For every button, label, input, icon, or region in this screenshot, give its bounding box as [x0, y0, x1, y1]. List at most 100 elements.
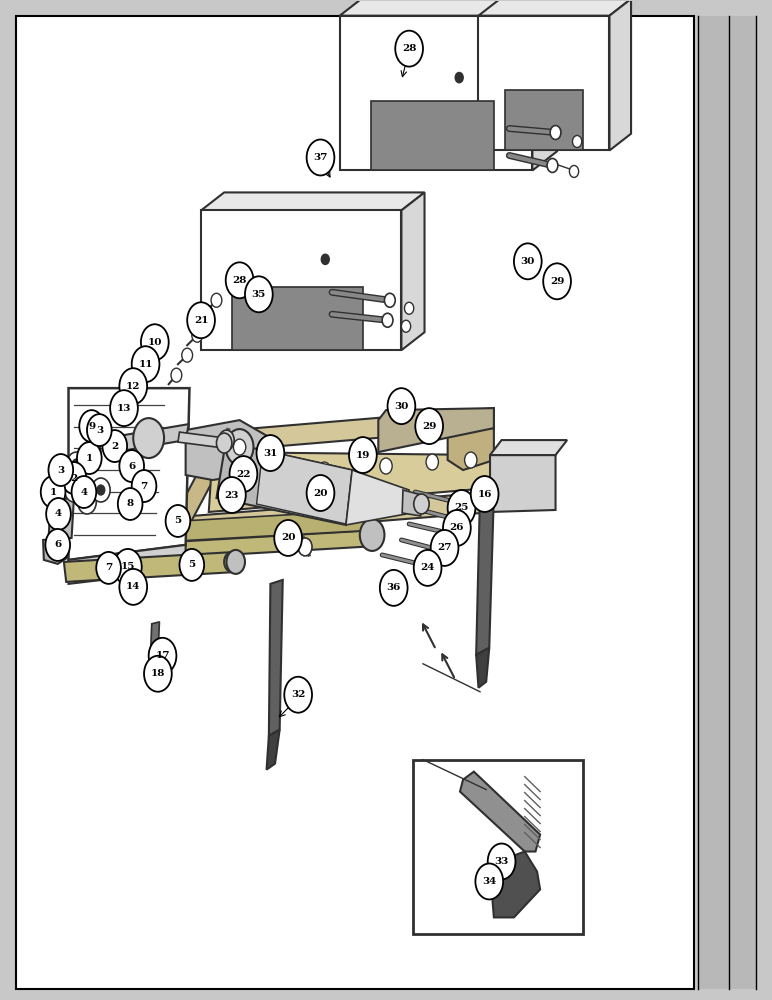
- Circle shape: [41, 476, 66, 508]
- Text: 6: 6: [54, 540, 61, 549]
- Circle shape: [380, 458, 392, 474]
- Text: 20: 20: [313, 489, 328, 498]
- Circle shape: [77, 442, 102, 474]
- Polygon shape: [533, 0, 557, 170]
- Polygon shape: [266, 730, 279, 770]
- Text: 29: 29: [422, 422, 436, 431]
- Text: 3: 3: [96, 426, 103, 435]
- Circle shape: [547, 158, 558, 172]
- Polygon shape: [201, 210, 401, 350]
- Circle shape: [401, 320, 411, 332]
- Polygon shape: [167, 452, 228, 532]
- Circle shape: [476, 863, 503, 899]
- Polygon shape: [97, 510, 378, 545]
- Polygon shape: [208, 452, 494, 512]
- Circle shape: [80, 410, 104, 442]
- Circle shape: [65, 478, 83, 502]
- Circle shape: [87, 414, 112, 446]
- Circle shape: [321, 254, 329, 264]
- Circle shape: [114, 549, 142, 585]
- Bar: [16, 16, 694, 989]
- Circle shape: [92, 478, 110, 502]
- Text: 30: 30: [520, 257, 535, 266]
- Circle shape: [118, 488, 143, 520]
- Polygon shape: [479, 0, 631, 16]
- Text: 15: 15: [120, 562, 135, 571]
- Circle shape: [78, 490, 96, 514]
- Circle shape: [181, 348, 192, 362]
- Text: 22: 22: [236, 470, 251, 479]
- Text: 14: 14: [126, 582, 141, 591]
- Circle shape: [144, 656, 172, 692]
- Polygon shape: [378, 408, 494, 452]
- Circle shape: [256, 435, 284, 471]
- Circle shape: [233, 439, 245, 455]
- Circle shape: [120, 450, 144, 482]
- Circle shape: [543, 263, 571, 299]
- Circle shape: [132, 470, 157, 502]
- Circle shape: [415, 408, 443, 444]
- Circle shape: [449, 527, 459, 541]
- Text: 33: 33: [495, 857, 509, 866]
- Circle shape: [187, 302, 215, 338]
- Circle shape: [550, 126, 561, 140]
- Text: 7: 7: [141, 482, 147, 491]
- Text: 9: 9: [88, 422, 95, 431]
- Circle shape: [96, 552, 121, 584]
- Polygon shape: [151, 622, 160, 662]
- Polygon shape: [69, 545, 185, 584]
- Circle shape: [83, 440, 101, 464]
- Text: 5: 5: [188, 560, 195, 569]
- Polygon shape: [371, 101, 494, 170]
- Circle shape: [103, 430, 127, 462]
- Circle shape: [134, 418, 164, 458]
- Text: 1: 1: [86, 454, 93, 463]
- Text: 2: 2: [111, 442, 118, 451]
- Circle shape: [141, 324, 169, 360]
- Text: 3: 3: [57, 466, 64, 475]
- Circle shape: [488, 844, 516, 879]
- Text: 12: 12: [126, 382, 141, 391]
- Circle shape: [46, 498, 71, 530]
- Text: 8: 8: [127, 499, 134, 508]
- Circle shape: [465, 452, 477, 468]
- Circle shape: [459, 497, 470, 511]
- Circle shape: [380, 570, 408, 606]
- Circle shape: [120, 569, 147, 605]
- Text: 7: 7: [105, 563, 112, 572]
- Polygon shape: [479, 16, 609, 150]
- Circle shape: [225, 262, 253, 298]
- Circle shape: [225, 429, 253, 465]
- Circle shape: [72, 476, 96, 508]
- Circle shape: [171, 368, 181, 382]
- Polygon shape: [346, 470, 409, 525]
- Circle shape: [88, 447, 96, 457]
- Text: 21: 21: [194, 316, 208, 325]
- Circle shape: [405, 302, 414, 314]
- Text: 19: 19: [356, 451, 370, 460]
- Circle shape: [471, 476, 499, 512]
- Polygon shape: [232, 287, 363, 350]
- Polygon shape: [476, 648, 489, 688]
- Text: 35: 35: [252, 290, 266, 299]
- Circle shape: [179, 549, 204, 581]
- Circle shape: [63, 473, 70, 483]
- Text: 24: 24: [421, 563, 435, 572]
- Circle shape: [455, 513, 466, 527]
- Circle shape: [57, 466, 76, 490]
- Circle shape: [83, 497, 91, 507]
- Circle shape: [67, 452, 86, 476]
- Text: 25: 25: [455, 503, 469, 512]
- Polygon shape: [402, 490, 422, 516]
- Circle shape: [264, 465, 276, 481]
- Text: 5: 5: [174, 516, 181, 525]
- Text: 36: 36: [387, 583, 401, 592]
- Circle shape: [388, 388, 415, 424]
- Polygon shape: [167, 492, 494, 538]
- Text: 29: 29: [550, 277, 564, 286]
- Text: 28: 28: [232, 276, 247, 285]
- Polygon shape: [216, 442, 352, 525]
- Circle shape: [49, 454, 73, 486]
- Circle shape: [384, 293, 395, 307]
- Circle shape: [349, 437, 377, 473]
